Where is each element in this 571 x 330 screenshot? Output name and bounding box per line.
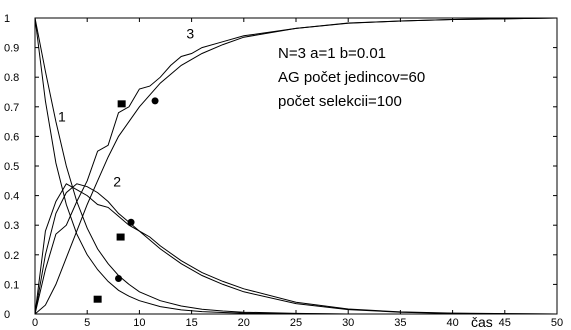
curve-label-3: 3	[186, 26, 194, 42]
y-axis-ticks: 0 0.1 0.2 0.3 0.4 0.5 0.6 0.7 0.8 0.9 1	[4, 13, 557, 321]
x-tick-label: 35	[394, 317, 406, 329]
y-tick-label: 1	[4, 13, 10, 25]
x-tick-label: 10	[133, 317, 145, 329]
annotation-line-1: N=3 a=1 b=0.01	[278, 45, 386, 62]
curve-label-1: 1	[58, 109, 66, 125]
x-tick-label: 25	[290, 317, 302, 329]
annotation-line-3: počet selekcii=100	[278, 93, 402, 110]
series-line-4	[34, 183, 558, 315]
series-line-6	[34, 17, 558, 315]
curves	[34, 17, 558, 315]
y-tick-label: 0.6	[4, 131, 19, 143]
y-tick-label: 0.1	[4, 279, 19, 291]
marker-circle-2	[115, 274, 123, 282]
annotation-line-2: AG počet jedincov=60	[278, 69, 425, 86]
x-tick-label: 0	[32, 317, 38, 329]
plot-frame	[34, 17, 558, 315]
y-tick-label: 0.7	[4, 102, 19, 114]
curve-labels: 1 2 3	[58, 26, 194, 190]
x-axis-ticks: 0 5 10 15 20 25 30 35 40 45 50	[32, 18, 563, 329]
x-axis-label: čas	[471, 314, 493, 330]
x-tick-label: 40	[446, 317, 458, 329]
x-tick-label: 20	[238, 317, 250, 329]
marker-square-3	[116, 233, 125, 241]
series-line-2	[34, 17, 557, 315]
y-tick-label: 0.4	[4, 191, 19, 203]
x-tick-label: 50	[551, 317, 563, 329]
marker-square-5	[117, 100, 126, 108]
x-tick-label: 5	[84, 317, 90, 329]
y-tick-label: 0.9	[4, 43, 19, 55]
y-tick-label: 0.3	[4, 220, 19, 232]
marker-square-1	[93, 295, 102, 303]
y-tick-label: 0.5	[4, 161, 19, 173]
marker-circle-4	[127, 218, 135, 226]
x-tick-label: 45	[499, 317, 511, 329]
markers	[93, 97, 159, 303]
marker-circle-6	[151, 97, 159, 105]
x-tick-label: 15	[185, 317, 197, 329]
y-tick-label: 0	[4, 309, 10, 321]
y-tick-label: 0.8	[4, 72, 19, 84]
x-tick-label: 30	[342, 317, 354, 329]
y-tick-label: 0.2	[4, 250, 19, 262]
curve-label-2: 2	[113, 174, 121, 190]
